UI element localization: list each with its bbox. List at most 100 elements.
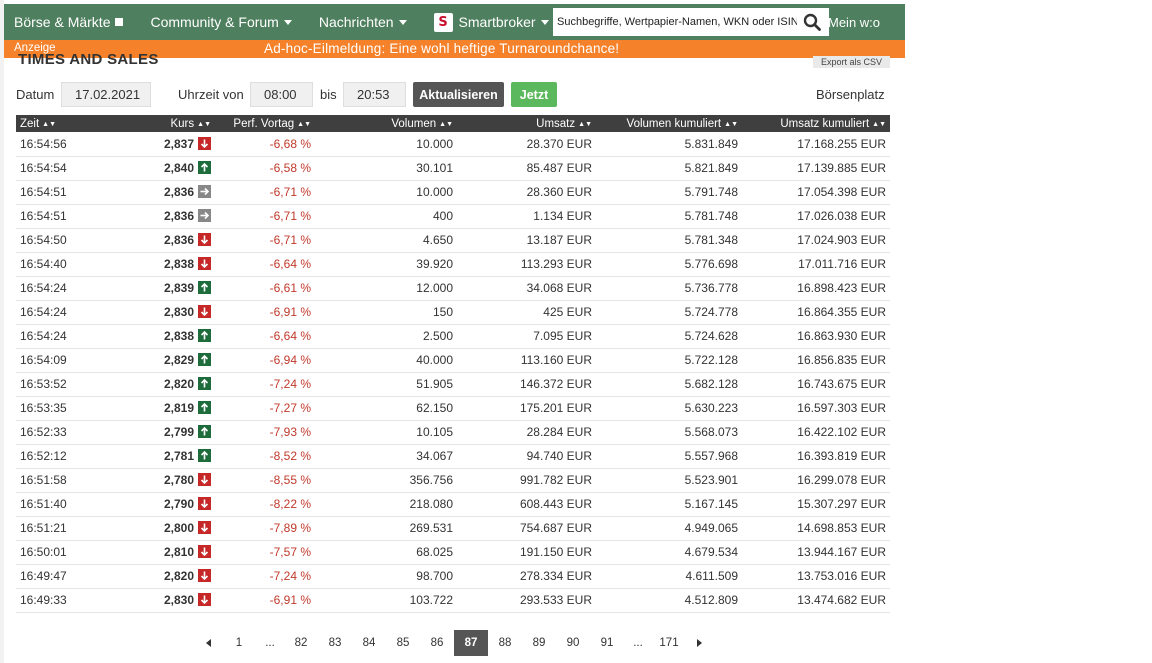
cell-perf-vortag: -6,64 % bbox=[269, 257, 311, 271]
cell-kurs: 2,820 bbox=[99, 564, 215, 588]
page-link[interactable]: 88 bbox=[498, 637, 512, 649]
page-link[interactable]: 1 bbox=[235, 637, 243, 649]
cell-volumen: 10.000 bbox=[416, 185, 453, 199]
nav-smartbroker-label: Smartbroker bbox=[458, 14, 536, 30]
page-link[interactable]: 85 bbox=[396, 637, 410, 649]
cell-volumen-kumuliert: 5.781.748 bbox=[684, 209, 738, 223]
refresh-button[interactable]: Aktualisieren bbox=[413, 82, 504, 107]
cell-zeit: 16:54:24 bbox=[20, 329, 67, 343]
col-header-volumen[interactable]: Volumen ▲▼ bbox=[315, 115, 457, 132]
arrow-down-icon bbox=[198, 136, 211, 150]
cell-umsatz-kumuliert: 16.856.835 EUR bbox=[797, 353, 886, 367]
ad-message[interactable]: Ad-hoc-Eilmeldung: Eine wohl heftige Tur… bbox=[264, 41, 620, 56]
ad-banner[interactable]: Anzeige Ad-hoc-Eilmeldung: Eine wohl hef… bbox=[4, 40, 905, 58]
table-row: 16:50:01 2,810 -7,57 % 68.025 191.150 EUR 4.6… bbox=[16, 540, 890, 564]
cell-kurs: 2,836 bbox=[99, 180, 215, 204]
prev-page-icon[interactable] bbox=[196, 630, 222, 656]
search-icon bbox=[803, 13, 821, 31]
page-link[interactable]: 90 bbox=[566, 637, 580, 649]
table-row: 16:54:56 2,837 -6,68 % 10.000 28.370 EUR 5.83… bbox=[16, 132, 890, 156]
arrow-down-icon bbox=[198, 233, 211, 246]
date-label: Datum bbox=[16, 87, 55, 102]
filter-row: Datum 17.02.2021 Uhrzeit von 08:00 bis 2… bbox=[16, 82, 890, 107]
col-header-perf-vortag[interactable]: Perf. Vortag ▲▼ bbox=[215, 115, 315, 132]
cell-zeit: 16:54:24 bbox=[20, 281, 67, 295]
cell-volumen: 269.531 bbox=[409, 521, 453, 535]
cell-volumen-kumuliert: 5.523.901 bbox=[684, 473, 738, 487]
cell-volumen-kumuliert: 5.831.849 bbox=[684, 136, 738, 151]
arrow-up-icon bbox=[198, 281, 211, 294]
date-field[interactable]: 17.02.2021 bbox=[61, 82, 151, 107]
sort-icon: ▲▼ bbox=[439, 120, 453, 128]
nav-nachrichten[interactable]: Nachrichten bbox=[302, 4, 417, 40]
export-csv-button[interactable]: Export als CSV bbox=[813, 56, 890, 68]
col-header-zeit[interactable]: Zeit ▲▼ bbox=[16, 115, 99, 132]
page-link[interactable]: 82 bbox=[294, 637, 308, 649]
cell-umsatz-kumuliert: 16.743.675 EUR bbox=[797, 377, 886, 391]
cell-volumen-kumuliert: 4.611.509 bbox=[685, 569, 739, 583]
cell-umsatz-kumuliert: 15.307.297 EUR bbox=[797, 497, 886, 511]
page-link[interactable]: 171 bbox=[659, 637, 679, 649]
cell-kurs: 2,780 bbox=[99, 468, 215, 492]
sort-icon: ▲▼ bbox=[872, 120, 886, 128]
now-button[interactable]: Jetzt bbox=[511, 82, 557, 107]
kurs-value: 2,838 bbox=[163, 257, 194, 271]
page-link[interactable]: 86 bbox=[430, 637, 444, 649]
next-page-icon[interactable] bbox=[686, 630, 712, 656]
caret-down-icon bbox=[540, 19, 549, 25]
cell-zeit: 16:51:58 bbox=[20, 473, 67, 487]
cell-umsatz: 175.201 EUR bbox=[519, 401, 592, 415]
page-link[interactable]: 83 bbox=[328, 637, 342, 649]
cell-umsatz: 28.370 EUR bbox=[526, 136, 592, 151]
cell-umsatz: 991.782 EUR bbox=[519, 473, 592, 487]
page-link[interactable]: 84 bbox=[362, 637, 376, 649]
search-button[interactable] bbox=[797, 8, 827, 36]
account-menu[interactable]: Mein w:o bbox=[824, 4, 880, 40]
cell-perf-vortag: -7,89 % bbox=[269, 521, 311, 535]
nav-boerse-maerkte-label: Börse & Märkte bbox=[14, 14, 111, 30]
pagination: 1... 82 83 84 85 86 87 88 89 90 91... 171 bbox=[196, 630, 712, 656]
kurs-value: 2,838 bbox=[163, 329, 194, 343]
cell-zeit: 16:54:51 bbox=[20, 209, 67, 223]
cell-volumen-kumuliert: 5.722.128 bbox=[684, 353, 738, 367]
cell-volumen: 4.650 bbox=[422, 233, 453, 247]
exchange-selector[interactable]: Börsenplatz bbox=[816, 87, 885, 102]
page-current[interactable]: 87 bbox=[454, 630, 488, 656]
time-from-field[interactable]: 08:00 bbox=[250, 82, 313, 107]
table-row: 16:54:40 2,838 -6,64 % 39.920 113.293 EUR 5.7… bbox=[16, 252, 890, 276]
kurs-value: 2,781 bbox=[163, 449, 194, 463]
cell-umsatz: 425 EUR bbox=[543, 305, 592, 319]
arrow-up-icon bbox=[198, 425, 211, 438]
kurs-value: 2,820 bbox=[163, 569, 194, 583]
col-header-umsatz-kumuliert[interactable]: Umsatz kumuliert ▲▼ bbox=[742, 115, 890, 132]
cell-umsatz: 1.134 EUR bbox=[533, 209, 592, 223]
cell-kurs: 2,836 bbox=[99, 204, 215, 228]
sort-icon: ▲▼ bbox=[578, 120, 592, 128]
arrow-right-icon bbox=[198, 185, 211, 198]
nav-smartbroker[interactable]: S Smartbroker bbox=[417, 4, 559, 40]
nav-community-forum[interactable]: Community & Forum bbox=[133, 4, 301, 40]
page-link[interactable]: 89 bbox=[532, 637, 546, 649]
page-link[interactable]: 91 bbox=[600, 637, 614, 649]
cell-kurs: 2,830 bbox=[99, 588, 215, 612]
nav-boerse-maerkte[interactable]: Börse & Märkte bbox=[4, 4, 133, 40]
kurs-value: 2,810 bbox=[163, 545, 194, 559]
cell-volumen-kumuliert: 4.679.534 bbox=[684, 545, 738, 559]
cell-umsatz: 113.160 EUR bbox=[520, 353, 592, 367]
cell-umsatz: 146.372 EUR bbox=[519, 377, 592, 391]
col-header-label: Volumen bbox=[391, 117, 437, 130]
cell-volumen-kumuliert: 5.736.778 bbox=[684, 281, 738, 295]
col-header-umsatz[interactable]: Umsatz ▲▼ bbox=[457, 115, 596, 132]
arrow-down-icon bbox=[198, 545, 211, 558]
search-input[interactable] bbox=[553, 8, 797, 36]
cell-volumen: 103.722 bbox=[409, 593, 453, 607]
cell-volumen: 39.920 bbox=[416, 257, 453, 271]
cell-perf-vortag: -7,93 % bbox=[269, 425, 311, 439]
cell-umsatz: 13.187 EUR bbox=[526, 233, 592, 247]
col-header-kurs[interactable]: Kurs ▲▼ bbox=[99, 115, 215, 132]
col-header-volumen-kumuliert[interactable]: Volumen kumuliert ▲▼ bbox=[596, 115, 742, 132]
kurs-value: 2,840 bbox=[163, 161, 194, 175]
kurs-value: 2,800 bbox=[163, 521, 194, 535]
time-to-field[interactable]: 20:53 bbox=[343, 82, 406, 107]
time-from-label: Uhrzeit von bbox=[178, 87, 244, 102]
